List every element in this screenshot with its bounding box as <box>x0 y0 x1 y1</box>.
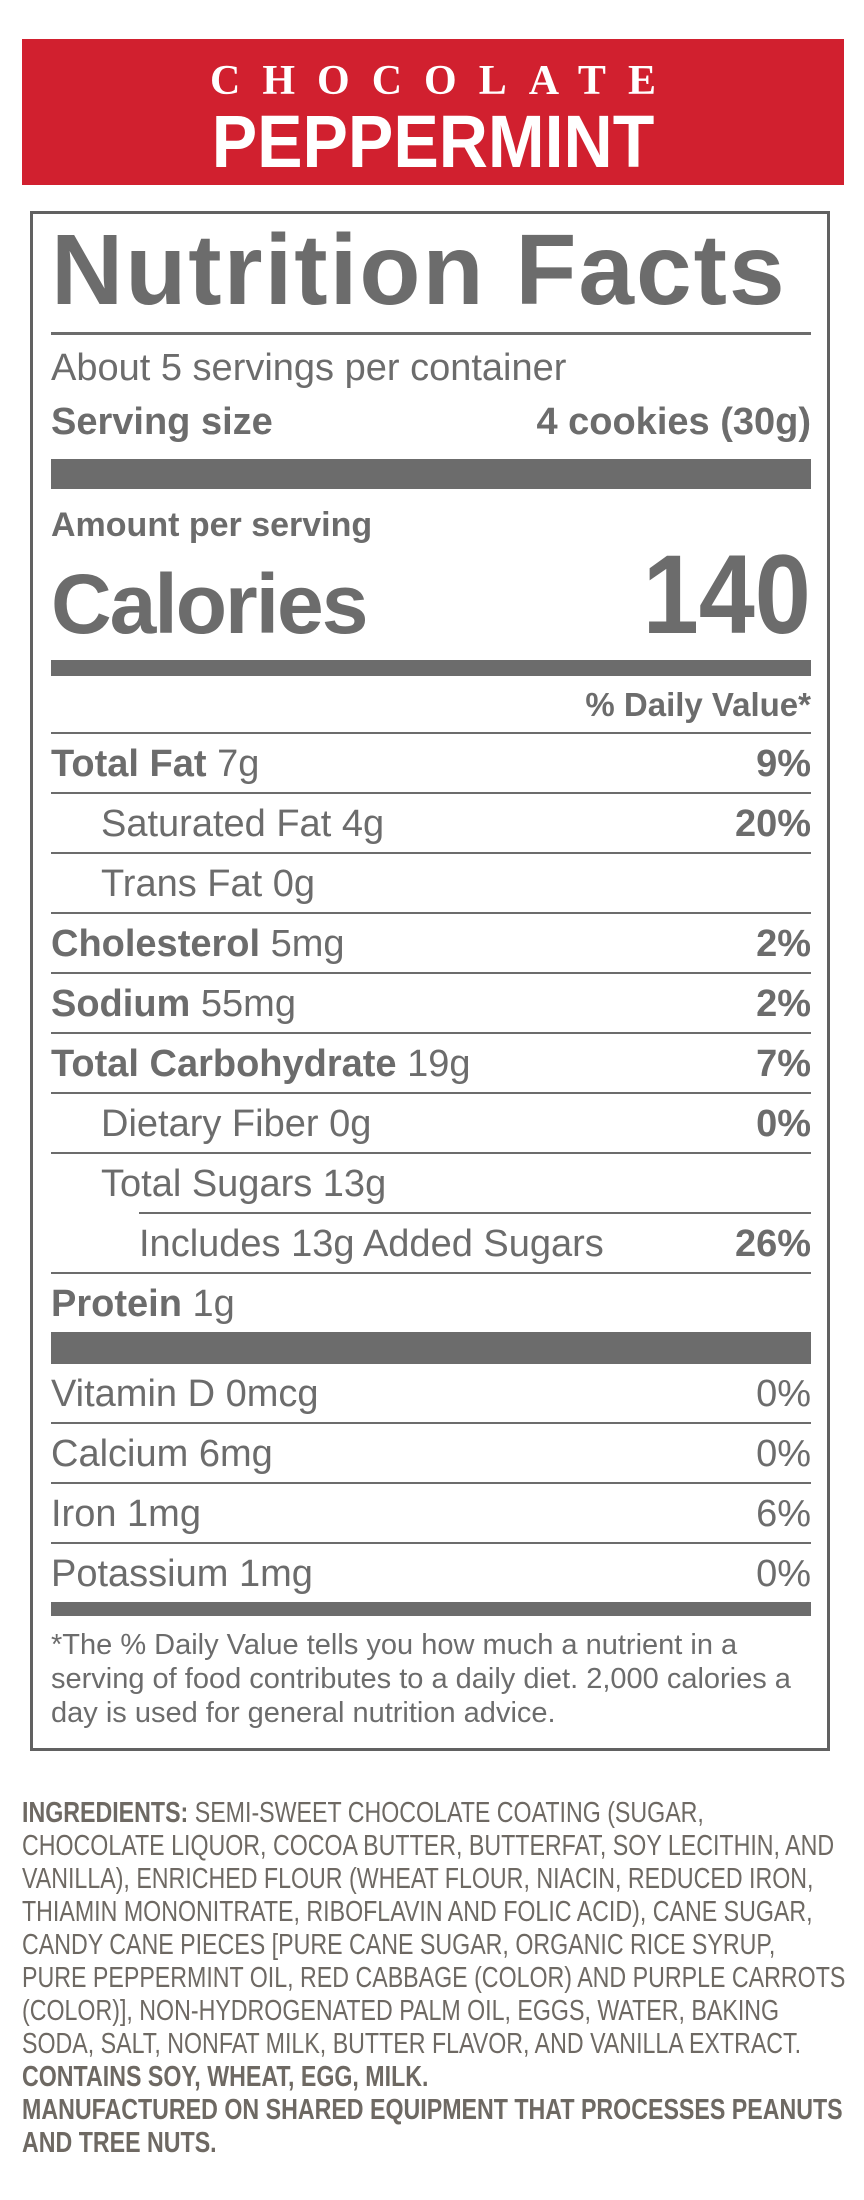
nutrient-amount: 0g <box>329 1103 372 1145</box>
nutrient-name-amount: Total Carbohydrate 19g <box>51 1042 471 1086</box>
flavor-banner: CHOCOLATE PEPPERMINT <box>22 39 844 185</box>
amount-per-serving-label: Amount per serving <box>51 506 373 544</box>
nutrient-name-amount: Cholesterol 5mg <box>51 922 345 966</box>
nutrient-amount: 55mg <box>200 983 296 1025</box>
nutrient-name-amount: Saturated Fat 4g <box>101 802 384 846</box>
vitamin-row: Potassium 1mg 0% <box>51 1542 811 1602</box>
nutrient-name: Saturated Fat <box>101 803 332 845</box>
nutrient-daily-value: 9% <box>756 743 811 785</box>
nutrient-name-amount: Sodium 55mg <box>51 982 296 1026</box>
nutrition-facts-panel: Nutrition Facts About 5 servings per con… <box>30 211 830 1751</box>
nutrient-amount: 19g <box>407 1043 471 1085</box>
nutrient-amount: 1g <box>192 1283 235 1325</box>
nutrient-name: Includes 13g Added Sugars <box>139 1223 604 1265</box>
nutrient-daily-value: 0% <box>756 1553 811 1595</box>
nutrient-amount: 0g <box>272 863 316 905</box>
vitamin-row: Vitamin D 0mcg 0% <box>51 1364 811 1422</box>
nutrient-name-amount: Dietary Fiber 0g <box>101 1102 371 1146</box>
nutrient-amount: 13g <box>322 1163 387 1205</box>
nutrient-daily-value: 20% <box>734 803 811 845</box>
title-divider <box>51 332 811 335</box>
nutrient-row: Cholesterol 5mg 2% <box>51 912 811 972</box>
nutrient-name-amount: Calcium 6mg <box>51 1432 273 1476</box>
nutrient-name: Sodium <box>51 983 191 1025</box>
nutrient-name-amount: Trans Fat 0g <box>101 862 315 906</box>
contains-statement: CONTAINS SOY, WHEAT, EGG, MILK. <box>22 2061 429 2093</box>
nutrient-row: Dietary Fiber 0g 0% <box>51 1092 811 1152</box>
flavor-name-line1: CHOCOLATE <box>210 58 678 104</box>
ingredients-list: SEMI-SWEET CHOCOLATE COATING (SUGAR, CHO… <box>22 1797 846 2060</box>
nutrient-amount: 5mg <box>270 923 345 965</box>
daily-value-footnote: *The % Daily Value tells you how much a … <box>51 1629 791 1729</box>
servings-per-container: About 5 servings per container <box>51 347 567 389</box>
serving-size-label: Serving size <box>51 401 273 443</box>
nutrient-name-amount: Total Fat 7g <box>51 742 259 786</box>
nutrient-amount: 1mg <box>238 1553 313 1595</box>
nutrient-row: Total Carbohydrate 19g 7% <box>51 1032 811 1092</box>
nutrient-row: Total Fat 7g 9% <box>51 732 811 792</box>
nutrient-name-amount: Includes 13g Added Sugars <box>139 1222 614 1266</box>
calories-row: Calories 140 <box>51 532 811 657</box>
nutrient-daily-value: 0% <box>756 1433 811 1475</box>
nutrient-row: Protein 1g <box>51 1272 811 1332</box>
nutrient-name: Cholesterol <box>51 923 261 965</box>
nutrient-name: Iron <box>51 1493 117 1535</box>
nutrient-daily-value: 2% <box>756 983 811 1025</box>
nutrient-name: Vitamin D <box>51 1373 216 1415</box>
nutrient-daily-value: 0% <box>756 1103 811 1145</box>
manufactured-statement: MANUFACTURED ON SHARED EQUIPMENT THAT PR… <box>22 2094 843 2159</box>
ingredients-paragraph: INGREDIENTS: SEMI-SWEET CHOCOLATE COATIN… <box>22 1797 846 2061</box>
nutrient-amount: 7g <box>217 743 260 785</box>
nutrient-daily-value: 0% <box>756 1373 811 1415</box>
nutrition-facts-title: Nutrition Facts <box>51 214 787 326</box>
daily-value-header: % Daily Value* <box>585 686 811 723</box>
nutrient-name: Protein <box>51 1283 182 1325</box>
flavor-name-line2: PEPPERMINT <box>211 100 655 183</box>
ingredients-heading: INGREDIENTS: <box>22 1797 189 1829</box>
nutrient-name-amount: Iron 1mg <box>51 1492 201 1536</box>
nutrient-daily-value: 6% <box>756 1493 811 1535</box>
nutrient-row: Total Sugars 13g <box>51 1152 811 1212</box>
nutrient-name-amount: Total Sugars 13g <box>101 1162 386 1206</box>
nutrient-name: Total Carbohydrate <box>51 1043 397 1085</box>
nutrient-daily-value: 2% <box>756 923 811 965</box>
vitamin-row: Iron 1mg 6% <box>51 1482 811 1542</box>
nutrient-name-amount: Potassium 1mg <box>51 1552 313 1596</box>
serving-size-value: 4 cookies (30g) <box>536 401 811 443</box>
nutrient-amount: 6mg <box>198 1433 273 1475</box>
nutrient-name: Total Sugars <box>101 1163 313 1205</box>
nutrient-amount: 1mg <box>127 1493 201 1535</box>
thick-divider-bar <box>51 1332 811 1364</box>
nutrient-rows: Total Fat 7g 9% Saturated Fat 4g 20% Trans F… <box>51 732 811 1332</box>
thick-divider-bar <box>51 459 811 489</box>
nutrient-name-amount: Vitamin D 0mcg <box>51 1372 319 1416</box>
nutrient-name: Dietary Fiber <box>101 1103 319 1145</box>
nutrient-name: Calcium <box>51 1433 189 1475</box>
nutrient-row: Saturated Fat 4g 20% <box>51 792 811 852</box>
nutrient-name: Total Fat <box>51 743 207 785</box>
nutrient-amount: 0mcg <box>225 1373 319 1415</box>
medium-divider-bar <box>51 1602 811 1616</box>
nutrient-name: Potassium <box>51 1553 229 1595</box>
ingredients-section: INGREDIENTS: SEMI-SWEET CHOCOLATE COATIN… <box>22 1797 846 2160</box>
calories-label: Calories <box>51 557 368 651</box>
nutrient-daily-value: 26% <box>734 1223 811 1265</box>
calories-value: 140 <box>642 532 811 657</box>
nutrient-name-amount: Protein 1g <box>51 1282 235 1326</box>
nutrient-row: Includes 13g Added Sugars 26% <box>51 1212 811 1272</box>
nutrient-row: Trans Fat 0g <box>51 852 811 912</box>
nutrient-name: Trans Fat <box>101 863 263 905</box>
nutrient-amount: 4g <box>341 803 385 845</box>
serving-size-row: Serving size 4 cookies (30g) <box>51 399 811 445</box>
vitamin-rows: Vitamin D 0mcg 0% Calcium 6mg 0% Iron 1mg 6% P… <box>51 1364 811 1602</box>
vitamin-row: Calcium 6mg 0% <box>51 1422 811 1482</box>
nutrient-daily-value: 7% <box>756 1043 811 1085</box>
nutrient-row: Sodium 55mg 2% <box>51 972 811 1032</box>
medium-divider-bar <box>51 660 811 676</box>
